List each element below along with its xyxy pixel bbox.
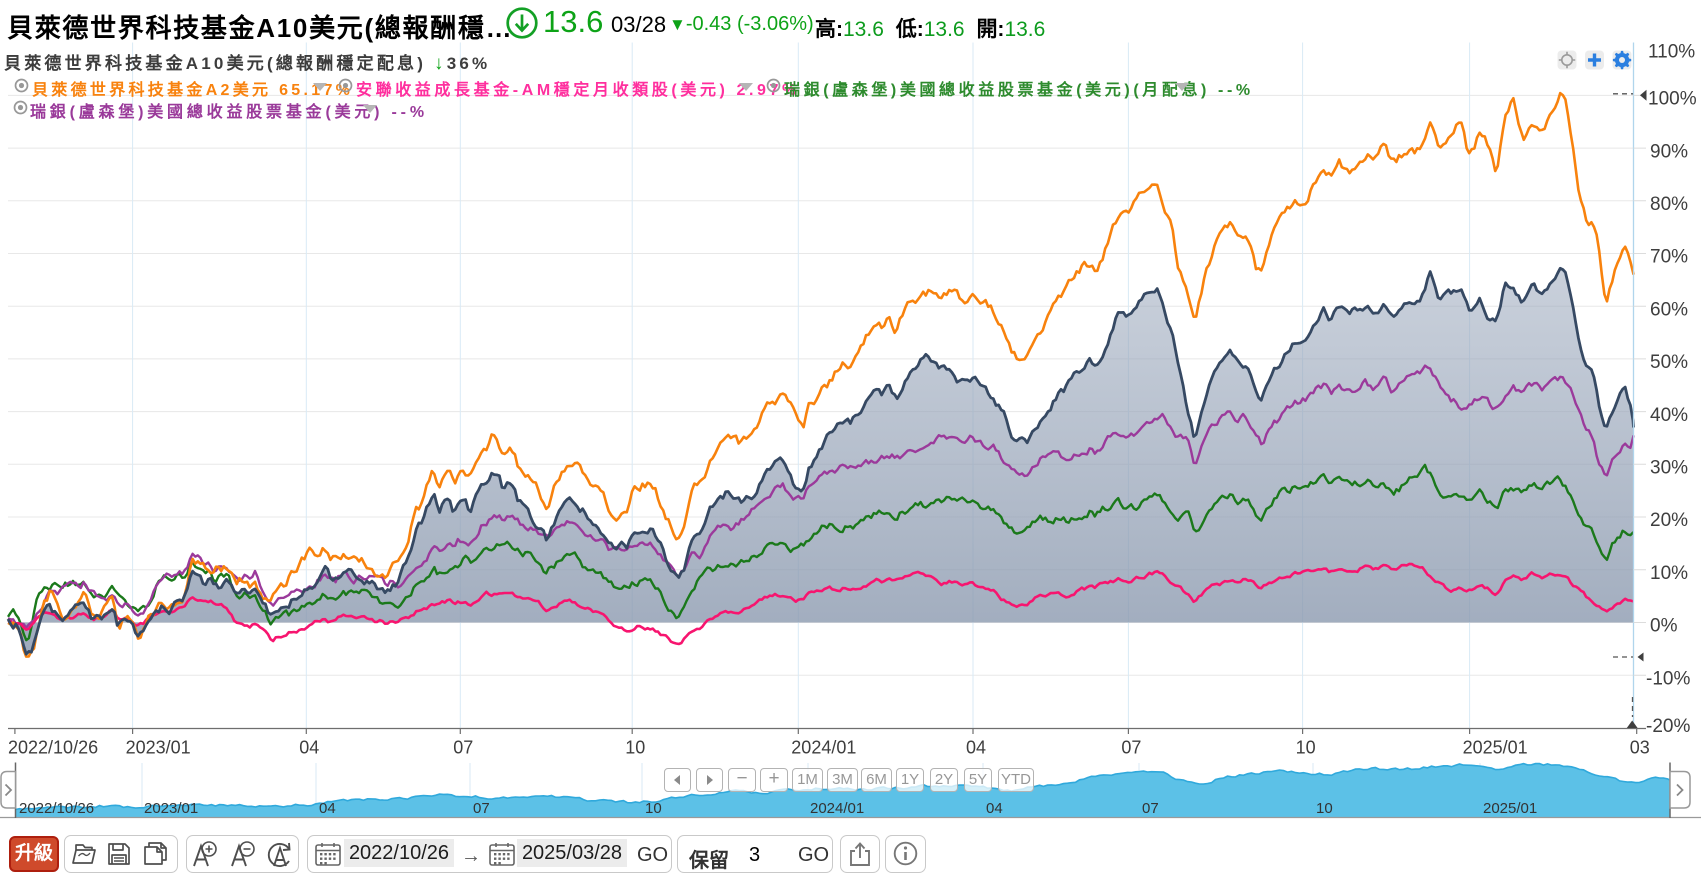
svg-text:70%: 70%: [1650, 247, 1688, 268]
svg-text:60%: 60%: [1650, 299, 1688, 320]
svg-text:07: 07: [1142, 800, 1159, 817]
svg-text:2025/01: 2025/01: [1463, 738, 1528, 758]
svg-text:07: 07: [1121, 738, 1141, 758]
svg-text:90%: 90%: [1650, 141, 1688, 162]
svg-text:40%: 40%: [1650, 405, 1688, 426]
svg-text:-20%: -20%: [1646, 716, 1690, 737]
svg-text:30%: 30%: [1650, 458, 1688, 479]
svg-text:-10%: -10%: [1646, 668, 1690, 689]
svg-text:04: 04: [299, 738, 319, 758]
svg-text:2022/10/26: 2022/10/26: [19, 800, 94, 817]
svg-text:07: 07: [473, 800, 490, 817]
svg-text:2022/10/26: 2022/10/26: [8, 738, 98, 758]
svg-text:10: 10: [625, 738, 645, 758]
svg-text:10: 10: [645, 800, 662, 817]
svg-text:0%: 0%: [1650, 616, 1678, 637]
svg-text:2024/01: 2024/01: [791, 738, 856, 758]
svg-text:2023/01: 2023/01: [126, 738, 191, 758]
svg-text:50%: 50%: [1650, 352, 1688, 373]
svg-text:2025/01: 2025/01: [1483, 800, 1537, 817]
svg-text:2023/01: 2023/01: [144, 800, 198, 817]
svg-text:20%: 20%: [1650, 510, 1688, 531]
svg-text:2024/01: 2024/01: [810, 800, 864, 817]
svg-text:04: 04: [986, 800, 1003, 817]
svg-text:10%: 10%: [1650, 563, 1688, 584]
svg-text:07: 07: [453, 738, 473, 758]
svg-text:110%: 110%: [1648, 42, 1695, 63]
svg-text:04: 04: [319, 800, 336, 817]
svg-text:100%: 100%: [1648, 89, 1697, 110]
svg-text:04: 04: [966, 738, 986, 758]
svg-text:03: 03: [1630, 738, 1650, 758]
svg-text:80%: 80%: [1650, 194, 1688, 215]
svg-text:10: 10: [1316, 800, 1333, 817]
svg-text:10: 10: [1296, 738, 1316, 758]
